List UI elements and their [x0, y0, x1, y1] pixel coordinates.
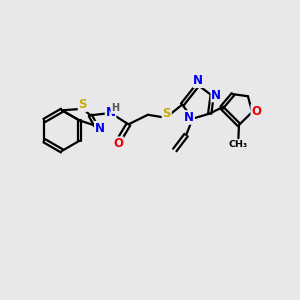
Text: CH₃: CH₃ — [229, 140, 248, 149]
Text: O: O — [251, 105, 261, 118]
Text: N: N — [184, 111, 194, 124]
Text: H: H — [111, 103, 119, 113]
Text: S: S — [163, 107, 171, 120]
Text: S: S — [79, 98, 87, 111]
Text: N: N — [95, 122, 105, 135]
Text: N: N — [106, 106, 116, 119]
Text: O: O — [113, 137, 123, 150]
Text: N: N — [194, 74, 203, 87]
Text: N: N — [211, 88, 221, 102]
